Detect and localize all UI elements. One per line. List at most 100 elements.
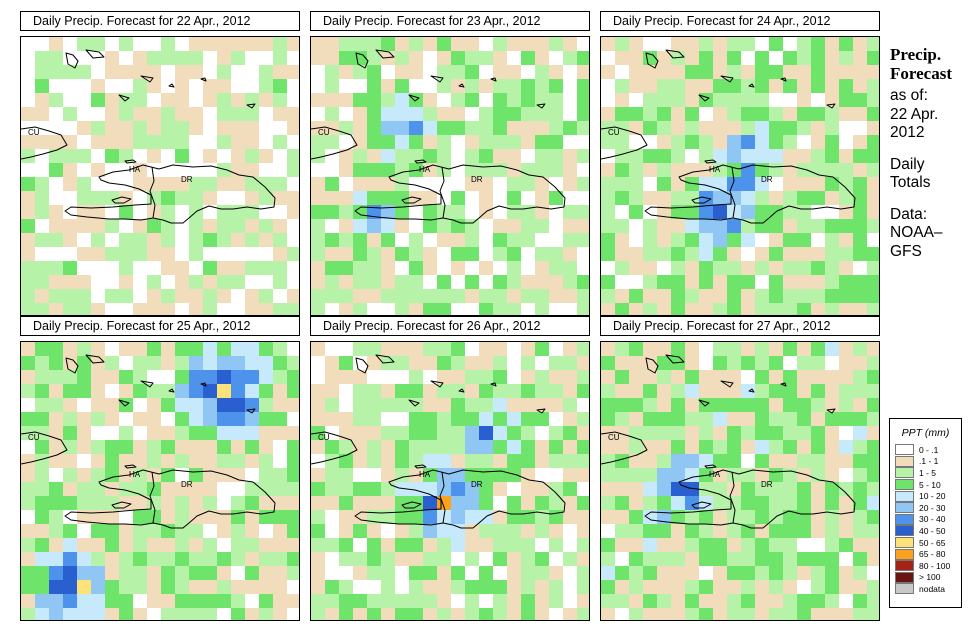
precip-cell	[493, 440, 508, 455]
haiti-dr-border	[149, 166, 156, 219]
precip-cell	[451, 51, 466, 66]
precip-cell	[91, 594, 106, 609]
precip-cell	[175, 233, 190, 248]
precip-cell	[451, 205, 466, 220]
precip-cell	[91, 233, 106, 248]
precip-cell	[615, 524, 630, 539]
precip-cell	[629, 608, 644, 620]
precip-cell	[867, 510, 879, 525]
precip-cell	[21, 342, 36, 357]
precip-cell	[119, 440, 134, 455]
precip-cell	[713, 370, 728, 385]
precip-cell	[339, 398, 354, 413]
precip-cell	[175, 412, 190, 427]
precip-cell	[713, 275, 728, 290]
precip-cell	[395, 51, 410, 66]
precip-cell	[535, 608, 550, 620]
precip-cell	[451, 440, 466, 455]
precip-cell	[273, 412, 288, 427]
precip-cell	[63, 594, 78, 609]
haiti-dr-border	[149, 471, 156, 524]
precip-cell	[699, 261, 714, 276]
precip-cell	[91, 342, 106, 357]
precip-cell	[657, 538, 672, 553]
precip-cell	[853, 177, 868, 192]
precip-cell	[189, 356, 204, 371]
precip-cell	[563, 51, 578, 66]
precip-cell	[811, 79, 826, 94]
precip-cell	[339, 149, 354, 164]
precip-cell	[21, 440, 36, 455]
precip-cell	[409, 149, 424, 164]
precip-cell	[853, 412, 868, 427]
precip-cell	[643, 454, 658, 469]
haiti-dr-border	[729, 166, 736, 219]
legend-label: 1 - 5	[919, 467, 937, 478]
precip-cell	[479, 454, 494, 469]
precip-cell	[629, 370, 644, 385]
precip-cell	[615, 219, 630, 234]
precip-cell	[245, 538, 260, 553]
precip-cell	[549, 566, 564, 581]
precip-cell	[311, 538, 326, 553]
precip-cell	[741, 454, 756, 469]
precip-cell	[741, 398, 756, 413]
precip-cell	[685, 482, 700, 497]
precip-cell	[741, 247, 756, 262]
legend-swatch	[895, 583, 914, 595]
precip-cell	[381, 191, 396, 206]
precip-cell	[381, 608, 396, 620]
precip-cell	[119, 219, 134, 234]
precip-cell	[629, 205, 644, 220]
precip-cell	[49, 65, 64, 80]
precip-cell	[63, 107, 78, 122]
precip-cell	[35, 275, 50, 290]
precip-cell	[367, 524, 382, 539]
precip-cell	[245, 275, 260, 290]
precip-cell	[259, 233, 274, 248]
precip-cell	[133, 384, 148, 399]
precip-cell	[465, 580, 480, 595]
precip-cell	[245, 79, 260, 94]
precip-cell	[601, 468, 616, 483]
precip-cell	[657, 219, 672, 234]
precip-cell	[325, 219, 340, 234]
precip-cell	[615, 370, 630, 385]
precip-cell	[577, 261, 589, 276]
precip-cell	[853, 149, 868, 164]
precip-cell	[549, 51, 564, 66]
forecast-panel-4: Daily Precip. Forecast for 25 Apr., 2012…	[20, 316, 300, 621]
precip-cell	[713, 440, 728, 455]
precip-cell	[615, 580, 630, 595]
precip-cell	[643, 342, 658, 357]
precip-cell	[507, 65, 522, 80]
precip-cell	[147, 79, 162, 94]
precip-cell	[339, 261, 354, 276]
precip-cell	[189, 275, 204, 290]
precip-cell	[367, 93, 382, 108]
precip-cell	[175, 370, 190, 385]
precip-cell	[217, 233, 232, 248]
precip-cell	[77, 608, 92, 620]
precip-cell	[811, 261, 826, 276]
precip-cell	[245, 370, 260, 385]
precip-cell	[601, 51, 616, 66]
precip-cell	[217, 303, 232, 315]
precip-cell	[755, 233, 770, 248]
precip-cell	[577, 177, 589, 192]
precip-cell	[521, 538, 536, 553]
precip-cell	[287, 412, 299, 427]
precip-cell	[741, 275, 756, 290]
precip-cell	[769, 93, 784, 108]
precip-cell	[657, 93, 672, 108]
precip-cell	[245, 608, 260, 620]
precip-cell	[535, 93, 550, 108]
precip-cell	[493, 566, 508, 581]
precip-cell	[395, 426, 410, 441]
precip-cell	[287, 163, 299, 178]
precip-cell	[577, 121, 589, 136]
precip-cell	[259, 163, 274, 178]
label-haiti: HA	[709, 470, 721, 479]
precip-cell	[783, 370, 798, 385]
precip-cell	[353, 496, 368, 511]
